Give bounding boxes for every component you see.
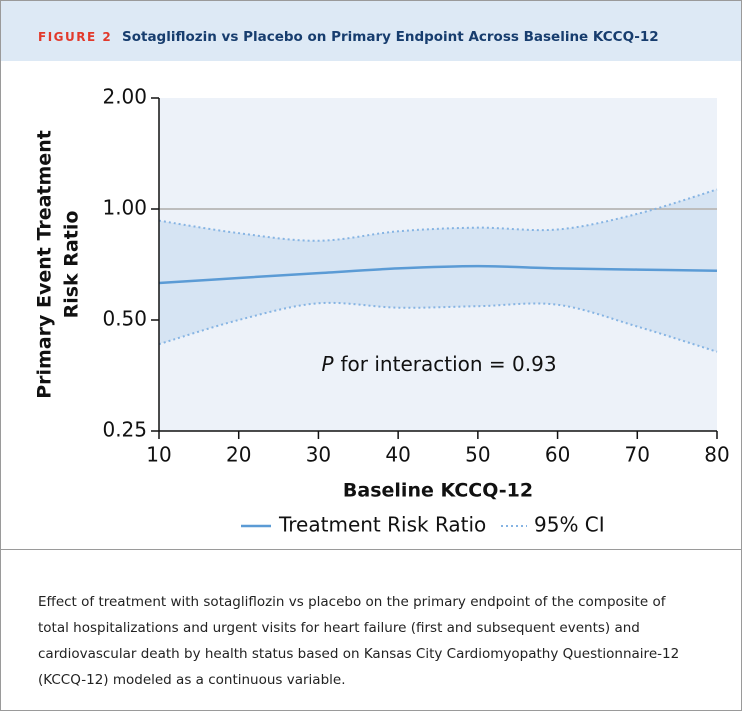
- figure-header: FIGURE 2 Sotagliflozin vs Placebo on Pri…: [1, 1, 741, 61]
- chart: 0.25 0.50 1.00 2.00 10 20 30 40 50 60 70 80 Baseline…: [34, 85, 730, 537]
- x-tick-label: 20: [226, 443, 251, 467]
- legend-label: 95% CI: [534, 513, 605, 537]
- y-tick-label: 1.00: [102, 196, 147, 220]
- x-tick-label: 10: [146, 443, 171, 467]
- y-tick-label: 0.25: [102, 418, 147, 442]
- y-axis-title: Primary Event Treatment: [34, 130, 56, 399]
- x-tick-label: 30: [306, 443, 331, 467]
- ci-band: [159, 189, 717, 352]
- x-tick-label: 80: [704, 443, 729, 467]
- annotation-text: for interaction = 0.93: [341, 352, 557, 376]
- x-tick-label: 50: [465, 443, 490, 467]
- figure-label: FIGURE 2: [38, 30, 113, 44]
- caption: Effect of treatment with sotagliflozin v…: [38, 594, 680, 688]
- separator: [1, 549, 741, 550]
- x-axis-title: Baseline KCCQ-12: [343, 480, 533, 502]
- figure-title: Sotagliflozin vs Placebo on Primary Endp…: [122, 29, 659, 45]
- y-tick-label: 2.00: [102, 85, 147, 109]
- risk-ratio-line: [158, 264, 718, 285]
- legend-label: Treatment Risk Ratio: [278, 513, 486, 537]
- annotation-p: P: [321, 352, 334, 376]
- x-tick-label: 40: [385, 443, 410, 467]
- y-axis-title: Risk Ratio: [61, 211, 83, 319]
- ci-line: [158, 188, 718, 242]
- y-tick-label: 0.50: [102, 307, 147, 331]
- x-tick-label: 70: [625, 443, 650, 467]
- x-tick-label: 60: [545, 443, 570, 467]
